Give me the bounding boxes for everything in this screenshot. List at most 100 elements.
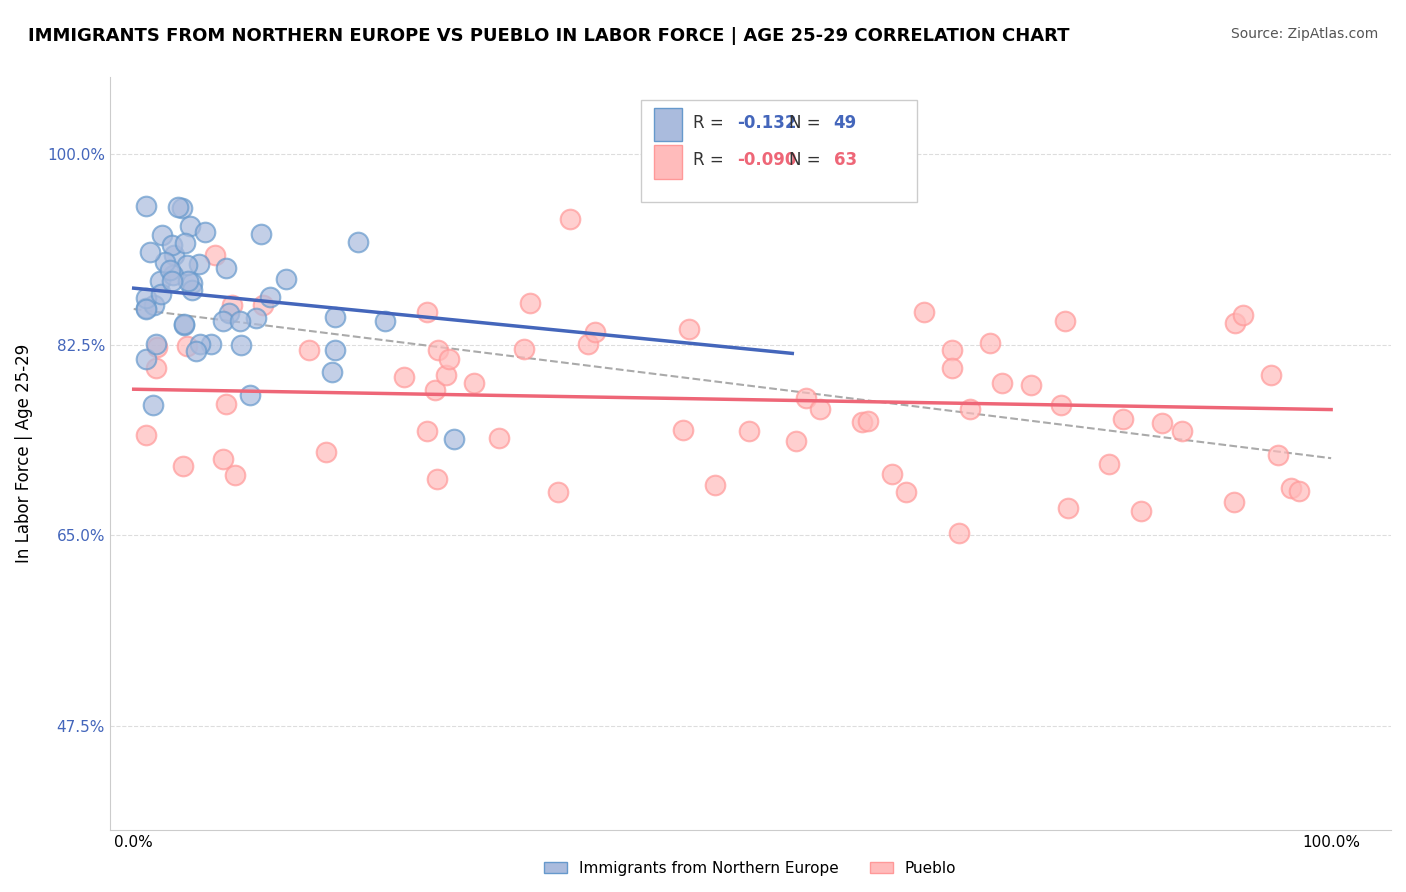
Point bbox=[174, 236, 197, 251]
Bar bbox=[641, 100, 917, 202]
Point bbox=[1112, 412, 1135, 426]
Point bbox=[204, 247, 226, 261]
Point bbox=[785, 434, 807, 449]
Legend: Immigrants from Northern Europe, Pueblo: Immigrants from Northern Europe, Pueblo bbox=[538, 855, 963, 882]
Point bbox=[990, 376, 1012, 391]
Text: -0.090: -0.090 bbox=[738, 151, 797, 169]
Point bbox=[135, 351, 157, 366]
Point bbox=[738, 424, 761, 438]
Point bbox=[188, 337, 211, 351]
Point bbox=[794, 392, 817, 406]
Point bbox=[426, 472, 449, 486]
Point bbox=[979, 336, 1001, 351]
Point bbox=[249, 227, 271, 241]
Point bbox=[142, 398, 165, 412]
Point bbox=[583, 325, 606, 339]
Point bbox=[276, 272, 298, 286]
Point bbox=[416, 305, 439, 319]
Point bbox=[1279, 482, 1302, 496]
Point bbox=[374, 314, 396, 328]
Point bbox=[229, 314, 252, 328]
Point bbox=[315, 444, 337, 458]
Point bbox=[808, 402, 831, 417]
Point bbox=[135, 301, 157, 316]
Point bbox=[177, 274, 200, 288]
Text: R =: R = bbox=[693, 113, 728, 132]
Point bbox=[1098, 457, 1121, 471]
Point bbox=[948, 525, 970, 540]
Point bbox=[162, 274, 184, 288]
Point bbox=[259, 290, 281, 304]
Point bbox=[179, 219, 201, 233]
Point bbox=[215, 260, 238, 275]
Point bbox=[231, 338, 253, 352]
Point bbox=[211, 451, 233, 466]
Point bbox=[162, 268, 184, 282]
Point bbox=[439, 351, 461, 366]
Text: N =: N = bbox=[789, 151, 825, 169]
Text: Source: ZipAtlas.com: Source: ZipAtlas.com bbox=[1230, 27, 1378, 41]
Point bbox=[672, 423, 695, 437]
Text: -0.132: -0.132 bbox=[738, 113, 797, 132]
Point bbox=[703, 478, 725, 492]
Point bbox=[560, 212, 582, 227]
Point bbox=[1170, 424, 1192, 438]
Point bbox=[896, 484, 918, 499]
Point bbox=[187, 257, 209, 271]
Point bbox=[218, 306, 240, 320]
Point bbox=[959, 402, 981, 417]
Point bbox=[1150, 416, 1173, 430]
Point bbox=[180, 283, 202, 297]
Point bbox=[200, 337, 222, 351]
Text: N =: N = bbox=[789, 113, 825, 132]
Point bbox=[1223, 316, 1246, 330]
Point bbox=[135, 428, 157, 442]
Point bbox=[513, 342, 536, 356]
Point bbox=[1130, 504, 1153, 518]
Point bbox=[160, 237, 183, 252]
Point bbox=[145, 337, 167, 351]
Point bbox=[1232, 309, 1254, 323]
Point bbox=[145, 360, 167, 375]
Point bbox=[176, 258, 198, 272]
Point bbox=[941, 343, 963, 357]
Point bbox=[142, 298, 165, 312]
Point bbox=[547, 485, 569, 500]
Point bbox=[173, 318, 195, 332]
Point bbox=[155, 254, 177, 268]
Point bbox=[224, 467, 246, 482]
Point bbox=[149, 274, 172, 288]
Text: IMMIGRANTS FROM NORTHERN EUROPE VS PUEBLO IN LABOR FORCE | AGE 25-29 CORRELATION: IMMIGRANTS FROM NORTHERN EUROPE VS PUEBL… bbox=[28, 27, 1070, 45]
Point bbox=[323, 310, 346, 324]
Point bbox=[215, 396, 238, 410]
Point bbox=[159, 263, 181, 277]
Point bbox=[851, 415, 873, 429]
Point bbox=[1260, 368, 1282, 382]
Point bbox=[149, 286, 172, 301]
Point bbox=[427, 343, 450, 357]
Point bbox=[323, 343, 346, 357]
Point bbox=[1288, 483, 1310, 498]
Point bbox=[912, 304, 935, 318]
Point bbox=[347, 235, 370, 250]
Point bbox=[488, 431, 510, 445]
Point bbox=[173, 317, 195, 331]
Point bbox=[167, 200, 190, 214]
Point bbox=[245, 310, 267, 325]
Point bbox=[882, 467, 904, 482]
Bar bbox=[654, 108, 682, 141]
Point bbox=[146, 339, 169, 353]
Y-axis label: In Labor Force | Age 25-29: In Labor Force | Age 25-29 bbox=[15, 344, 32, 563]
Point bbox=[576, 336, 599, 351]
Point bbox=[135, 301, 157, 316]
Point bbox=[1056, 500, 1078, 515]
Bar bbox=[654, 145, 682, 179]
Point bbox=[239, 388, 262, 402]
Point bbox=[1267, 448, 1289, 462]
Point bbox=[212, 314, 235, 328]
Point bbox=[184, 343, 207, 358]
Point bbox=[1053, 314, 1076, 328]
Text: 63: 63 bbox=[834, 151, 856, 169]
Point bbox=[941, 360, 963, 375]
Point bbox=[135, 291, 157, 305]
